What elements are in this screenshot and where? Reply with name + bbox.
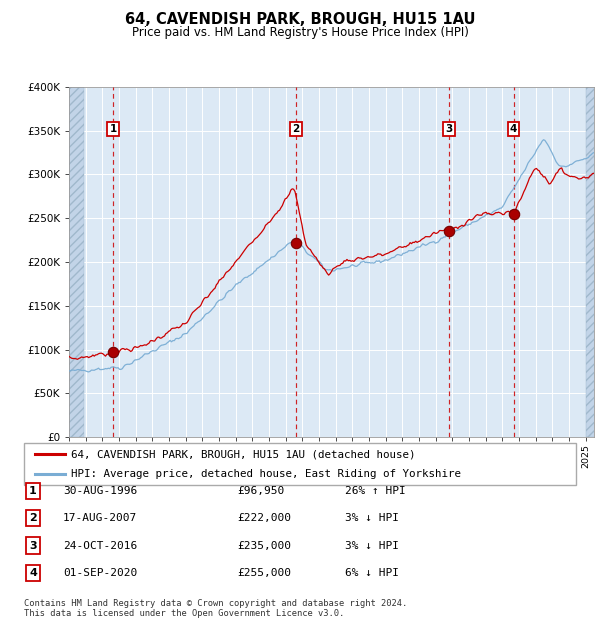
Text: 24-OCT-2016: 24-OCT-2016 bbox=[63, 541, 137, 551]
Text: 3: 3 bbox=[29, 541, 37, 551]
Text: £222,000: £222,000 bbox=[237, 513, 291, 523]
Text: 3% ↓ HPI: 3% ↓ HPI bbox=[345, 513, 399, 523]
Text: 2: 2 bbox=[29, 513, 37, 523]
Text: 64, CAVENDISH PARK, BROUGH, HU15 1AU: 64, CAVENDISH PARK, BROUGH, HU15 1AU bbox=[125, 12, 475, 27]
Text: 4: 4 bbox=[510, 124, 517, 134]
Text: £96,950: £96,950 bbox=[237, 486, 284, 496]
Text: 2: 2 bbox=[292, 124, 299, 134]
Text: 3: 3 bbox=[446, 124, 453, 134]
Text: Contains HM Land Registry data © Crown copyright and database right 2024.
This d: Contains HM Land Registry data © Crown c… bbox=[24, 599, 407, 618]
Text: £235,000: £235,000 bbox=[237, 541, 291, 551]
Text: 1: 1 bbox=[29, 486, 37, 496]
Text: HPI: Average price, detached house, East Riding of Yorkshire: HPI: Average price, detached house, East… bbox=[71, 469, 461, 479]
Text: 1: 1 bbox=[110, 124, 117, 134]
Text: Price paid vs. HM Land Registry's House Price Index (HPI): Price paid vs. HM Land Registry's House … bbox=[131, 26, 469, 39]
Text: 17-AUG-2007: 17-AUG-2007 bbox=[63, 513, 137, 523]
Text: £255,000: £255,000 bbox=[237, 568, 291, 578]
Text: 4: 4 bbox=[29, 568, 37, 578]
Bar bbox=[69, 87, 85, 437]
Text: 26% ↑ HPI: 26% ↑ HPI bbox=[345, 486, 406, 496]
Text: 64, CAVENDISH PARK, BROUGH, HU15 1AU (detached house): 64, CAVENDISH PARK, BROUGH, HU15 1AU (de… bbox=[71, 449, 415, 459]
FancyBboxPatch shape bbox=[24, 443, 576, 485]
Bar bbox=[586, 87, 595, 437]
Text: 30-AUG-1996: 30-AUG-1996 bbox=[63, 486, 137, 496]
Text: 01-SEP-2020: 01-SEP-2020 bbox=[63, 568, 137, 578]
Text: 3% ↓ HPI: 3% ↓ HPI bbox=[345, 541, 399, 551]
Text: 6% ↓ HPI: 6% ↓ HPI bbox=[345, 568, 399, 578]
